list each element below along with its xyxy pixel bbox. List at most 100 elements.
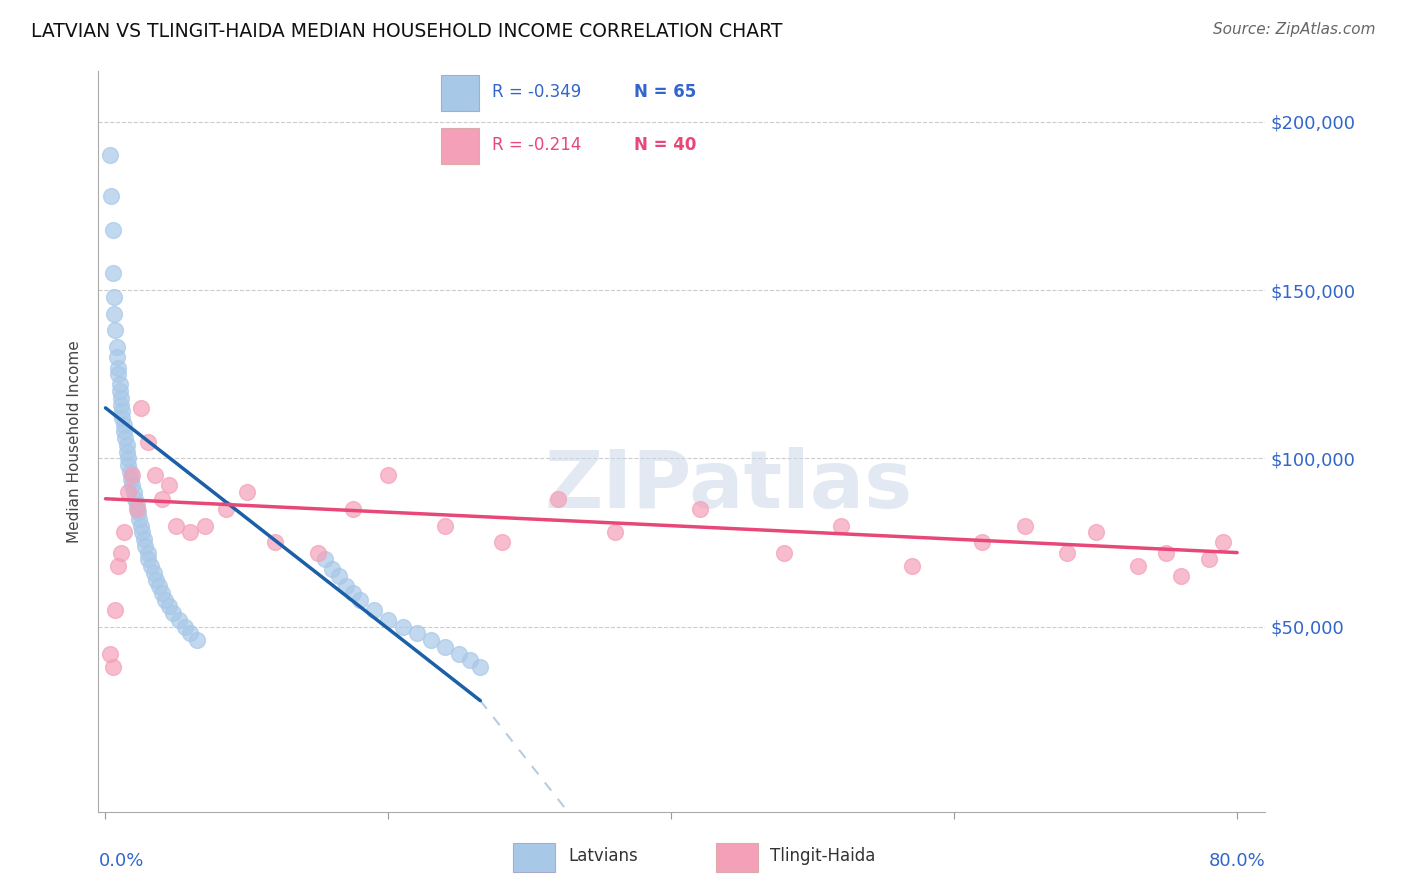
- Point: [1198, 552, 1220, 566]
- Point: [112, 525, 135, 540]
- Point: [419, 633, 441, 648]
- Point: [349, 592, 371, 607]
- Text: 80.0%: 80.0%: [1209, 853, 1265, 871]
- Point: [100, 189, 122, 203]
- Text: R = -0.214: R = -0.214: [492, 136, 582, 153]
- Point: [150, 491, 173, 506]
- Point: [120, 472, 142, 486]
- Point: [121, 478, 143, 492]
- Point: [321, 562, 343, 576]
- Point: [900, 559, 922, 574]
- Text: Source: ZipAtlas.com: Source: ZipAtlas.com: [1212, 22, 1375, 37]
- Point: [491, 535, 513, 549]
- Point: [603, 525, 626, 540]
- Point: [162, 606, 184, 620]
- Point: [104, 324, 127, 338]
- Point: [105, 340, 128, 354]
- Point: [153, 592, 176, 607]
- Text: LATVIAN VS TLINGIT-HAIDA MEDIAN HOUSEHOLD INCOME CORRELATION CHART: LATVIAN VS TLINGIT-HAIDA MEDIAN HOUSEHOL…: [31, 22, 782, 41]
- Point: [433, 518, 456, 533]
- Point: [98, 647, 121, 661]
- Point: [114, 431, 136, 445]
- Point: [335, 579, 357, 593]
- Point: [363, 603, 385, 617]
- Point: [773, 546, 796, 560]
- Point: [101, 266, 124, 280]
- Point: [111, 411, 134, 425]
- Point: [117, 485, 139, 500]
- Point: [132, 532, 155, 546]
- Point: [101, 660, 124, 674]
- Point: [830, 518, 852, 533]
- Point: [1170, 569, 1192, 583]
- Point: [405, 626, 427, 640]
- Point: [103, 290, 125, 304]
- Point: [136, 434, 159, 449]
- Point: [470, 660, 492, 674]
- Point: [134, 539, 156, 553]
- Text: Tlingit-Haida: Tlingit-Haida: [770, 847, 876, 865]
- Point: [547, 491, 569, 506]
- Text: ZIPatlas: ZIPatlas: [544, 447, 912, 525]
- Point: [129, 401, 152, 415]
- Point: [689, 501, 711, 516]
- Point: [148, 579, 170, 593]
- Point: [342, 501, 364, 516]
- Point: [433, 640, 456, 654]
- Point: [186, 633, 208, 648]
- Point: [101, 222, 124, 236]
- Point: [1014, 518, 1036, 533]
- Point: [118, 465, 141, 479]
- Point: [125, 499, 148, 513]
- Point: [1056, 546, 1078, 560]
- Point: [115, 438, 138, 452]
- Point: [131, 525, 153, 540]
- Point: [117, 451, 139, 466]
- Point: [117, 458, 139, 472]
- Point: [112, 417, 135, 432]
- Bar: [441, 128, 479, 164]
- Point: [110, 391, 132, 405]
- Point: [1126, 559, 1149, 574]
- Point: [103, 307, 125, 321]
- Point: [107, 360, 129, 375]
- Point: [136, 546, 159, 560]
- Point: [449, 647, 471, 661]
- Point: [98, 148, 121, 162]
- Text: Latvians: Latvians: [568, 847, 638, 865]
- Bar: [513, 843, 555, 872]
- Point: [377, 468, 399, 483]
- Point: [157, 599, 180, 614]
- Point: [104, 603, 127, 617]
- Point: [179, 626, 201, 640]
- Point: [460, 653, 482, 667]
- Point: [215, 501, 238, 516]
- Bar: [441, 75, 479, 111]
- Point: [314, 552, 336, 566]
- Point: [328, 569, 350, 583]
- Point: [107, 559, 129, 574]
- Point: [122, 485, 145, 500]
- Point: [150, 586, 173, 600]
- Point: [264, 535, 287, 549]
- Point: [1084, 525, 1107, 540]
- Point: [127, 505, 149, 519]
- Point: [139, 559, 162, 574]
- Point: [173, 620, 195, 634]
- Point: [143, 468, 166, 483]
- Bar: [716, 843, 758, 872]
- Point: [236, 485, 259, 500]
- Point: [128, 512, 150, 526]
- Point: [377, 613, 399, 627]
- Point: [107, 368, 129, 382]
- Y-axis label: Median Household Income: Median Household Income: [67, 340, 83, 543]
- Text: R = -0.349: R = -0.349: [492, 83, 581, 101]
- Point: [112, 425, 135, 439]
- Point: [110, 546, 132, 560]
- Point: [342, 586, 364, 600]
- Point: [307, 546, 329, 560]
- Point: [136, 552, 159, 566]
- Point: [105, 351, 128, 365]
- Point: [179, 525, 201, 540]
- Point: [142, 566, 165, 580]
